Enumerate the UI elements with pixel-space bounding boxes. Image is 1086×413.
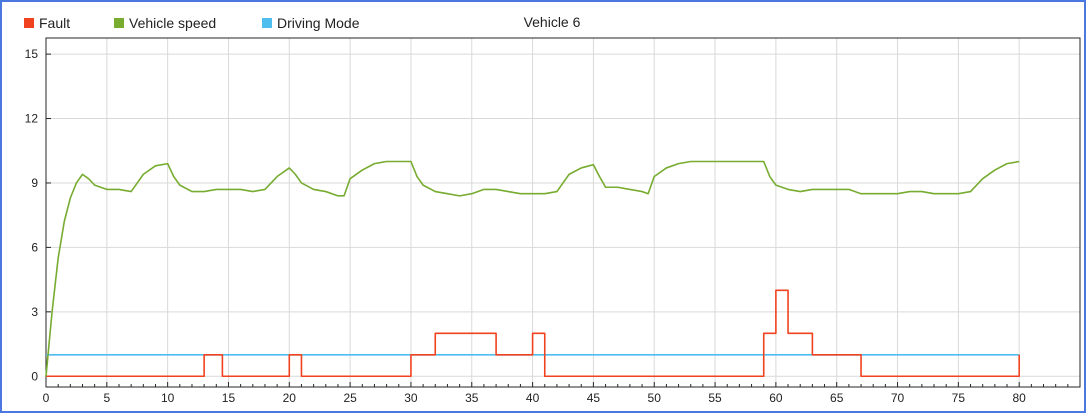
x-tick-label: 80 <box>1012 391 1026 405</box>
series-line-fault <box>46 289 1020 378</box>
y-tick-label: 3 <box>31 305 38 319</box>
x-tick-label: 25 <box>343 391 357 405</box>
legend-driving-mode[interactable]: Driving Mode <box>262 14 359 32</box>
legend-label-vehicle-speed: Vehicle speed <box>129 15 217 31</box>
x-tick-label: 40 <box>526 391 540 405</box>
chart-title: Vehicle 6 <box>523 14 581 30</box>
legend-vehicle-speed[interactable]: Vehicle speed <box>114 14 216 32</box>
y-tick-label: 0 <box>31 369 38 383</box>
x-tick-label: 10 <box>161 391 175 405</box>
x-tick-label: 60 <box>769 391 783 405</box>
y-tick-label: 6 <box>31 240 38 254</box>
x-tick-label: 70 <box>891 391 905 405</box>
legend-swatch-driving-mode <box>262 18 272 28</box>
x-tick-label: 30 <box>404 391 418 405</box>
x-tick-label: 65 <box>830 391 844 405</box>
plot-background <box>46 38 1080 387</box>
x-tick-label: 0 <box>43 391 50 405</box>
legend-swatch-fault <box>24 18 34 28</box>
x-tick-label: 75 <box>952 391 966 405</box>
y-tick-label: 9 <box>31 176 38 190</box>
y-tick-label: 12 <box>25 112 39 126</box>
series-line-vehicle-speed <box>45 160 1020 377</box>
x-tick-label: 50 <box>648 391 662 405</box>
x-tick-label: 35 <box>465 391 479 405</box>
axes-box <box>45 37 1081 388</box>
legend-swatch-vehicle-speed <box>114 18 124 28</box>
x-tick-label: 5 <box>103 391 110 405</box>
chart-header: Fault Vehicle speed Driving Mode Vehicle… <box>2 2 1084 38</box>
legend-label-fault: Fault <box>39 15 71 31</box>
y-tick-label: 15 <box>25 47 39 61</box>
x-tick-label: 15 <box>222 391 236 405</box>
legend-fault[interactable]: Fault <box>24 14 70 32</box>
legend-label-driving-mode: Driving Mode <box>277 15 360 31</box>
x-tick-label: 45 <box>587 391 601 405</box>
x-tick-label: 20 <box>283 391 297 405</box>
x-tick-label: 55 <box>708 391 722 405</box>
